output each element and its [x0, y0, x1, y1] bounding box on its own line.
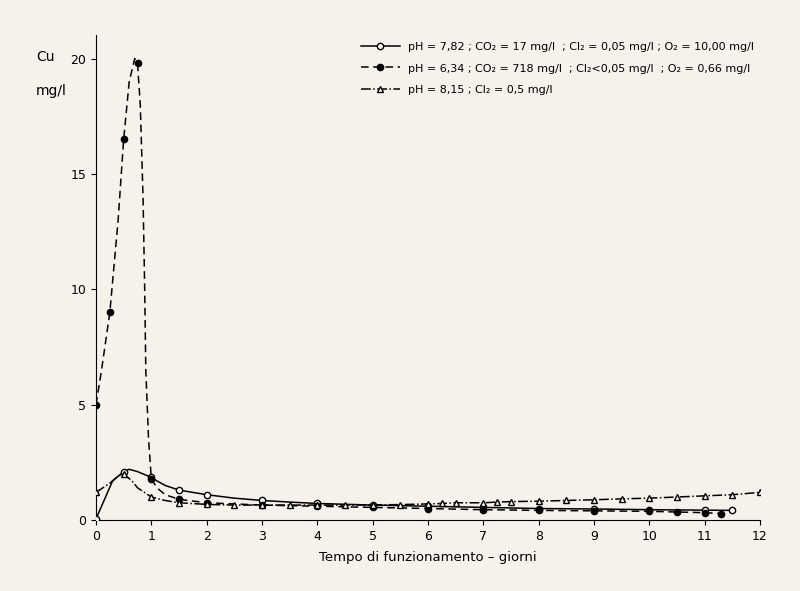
X-axis label: Tempo di funzionamento – giorni: Tempo di funzionamento – giorni [319, 551, 537, 564]
Legend: pH = 7,82 ; CO₂ = 17 mg/l  ; Cl₂ = 0,05 mg/l ; O₂ = 10,00 mg/l, pH = 6,34 ; CO₂ : pH = 7,82 ; CO₂ = 17 mg/l ; Cl₂ = 0,05 m… [361, 41, 754, 95]
Text: mg/l: mg/l [36, 84, 67, 98]
Text: Cu: Cu [36, 50, 54, 64]
